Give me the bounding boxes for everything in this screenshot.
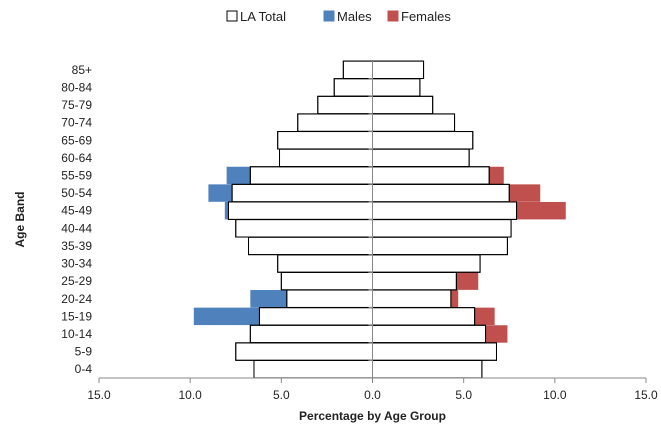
la-total-bar-female-5-9 [372,342,497,361]
la-total-bar-female-60-64 [372,148,470,168]
y-tick-label: 55-59 [61,168,92,182]
la-total-bar-female-45-49 [372,201,518,220]
y-tick-label: 10-14 [61,327,92,341]
la-total-bar-male-60-64 [279,148,374,168]
la-total-bar-male-25-29 [280,271,374,291]
la-total-bar-female-50-54 [372,183,510,203]
la-total-bar-male-55-59 [249,166,373,185]
y-tick-label: 70-74 [61,116,92,130]
x-tick-label: 10.0 [178,388,202,402]
x-tick-label: 10.0 [543,388,567,402]
x-tick-label: 15.0 [87,388,111,402]
y-tick-label: 60-64 [61,151,92,165]
axes [98,61,647,383]
la-total-bar-male-20-24 [286,289,374,308]
la-total-bar-female-15-19 [372,307,476,326]
y-tick-label: 40-44 [61,221,92,235]
la-total-bar-male-5-9 [235,342,373,361]
y-tick-label: 85+ [72,63,92,77]
legend-swatch [226,10,238,22]
legend-swatch [387,10,399,22]
y-tick-label: 35-39 [61,239,92,253]
la-total-bar-male-15-19 [258,307,374,326]
y-tick-label: 45-49 [61,204,92,218]
legend-label: LA Total [240,9,286,24]
y-tick-label: 20-24 [61,292,92,306]
legend-label: Females [401,9,451,24]
x-tick-label: 5.0 [455,388,472,402]
y-tick-label: 30-34 [61,257,92,271]
la-total-bar-female-80-84 [372,78,421,97]
la-total-bar-female-10-14 [372,324,487,344]
y-tick-label: 0-4 [75,362,93,376]
la-total-bar-male-30-34 [277,254,374,273]
la-total-bar-female-30-34 [372,254,481,273]
y-axis-title: Age Band [13,191,27,247]
la-total-bar-female-55-59 [372,166,490,185]
la-total-bar-male-50-54 [231,183,373,203]
la-total-bar-male-80-84 [333,78,373,97]
la-total-bar-female-35-39 [372,236,508,256]
la-total-bar-male-85+ [342,60,373,80]
la-total-bar-male-10-14 [249,324,373,344]
la-total-bar-female-70-74 [372,113,456,132]
la-total-bar-female-65-69 [372,131,474,150]
la-total-bar-male-40-44 [235,219,373,238]
legend-label: Males [337,9,372,24]
la-total-bar-female-85+ [372,60,425,80]
x-axis-title: Percentage by Age Group [299,409,446,423]
y-tick-label: 80-84 [61,80,92,94]
la-total-bar-male-45-49 [227,201,373,220]
la-total-bar-male-65-69 [277,131,374,150]
la-total-bar-female-40-44 [372,219,512,238]
y-tick-label: 50-54 [61,186,92,200]
la-total-bar-female-20-24 [372,289,452,308]
x-tick-label: 0.0 [364,388,381,402]
y-tick-label: 75-79 [61,98,92,112]
la-total-bar-male-70-74 [297,113,374,132]
y-tick-label: 25-29 [61,274,92,288]
y-tick-label: 15-19 [61,309,92,323]
legend-swatch [323,10,335,22]
y-tick-label: 5-9 [75,345,93,359]
la-total-bar-male-75-79 [317,95,373,115]
la-total-bar-female-25-29 [372,271,457,291]
x-tick-label: 15.0 [634,388,658,402]
la-total-bar-male-35-39 [248,236,373,256]
la-total-bar-female-75-79 [372,95,434,115]
la-total-bar-female-0-4 [372,359,483,379]
y-tick-labels: 0-4 5-9 10-14 15-19 20-24 25-29 30-34 35-39 40-4… [61,63,92,376]
la-total-bar-male-0-4 [253,359,374,379]
y-tick-label: 65-69 [61,133,92,147]
legend: LA Total Males Females [226,9,451,24]
x-tick-label: 5.0 [273,388,290,402]
x-tick-labels: 15.0 10.0 5.0 0.0 5.0 10.0 15.0 [87,388,658,402]
